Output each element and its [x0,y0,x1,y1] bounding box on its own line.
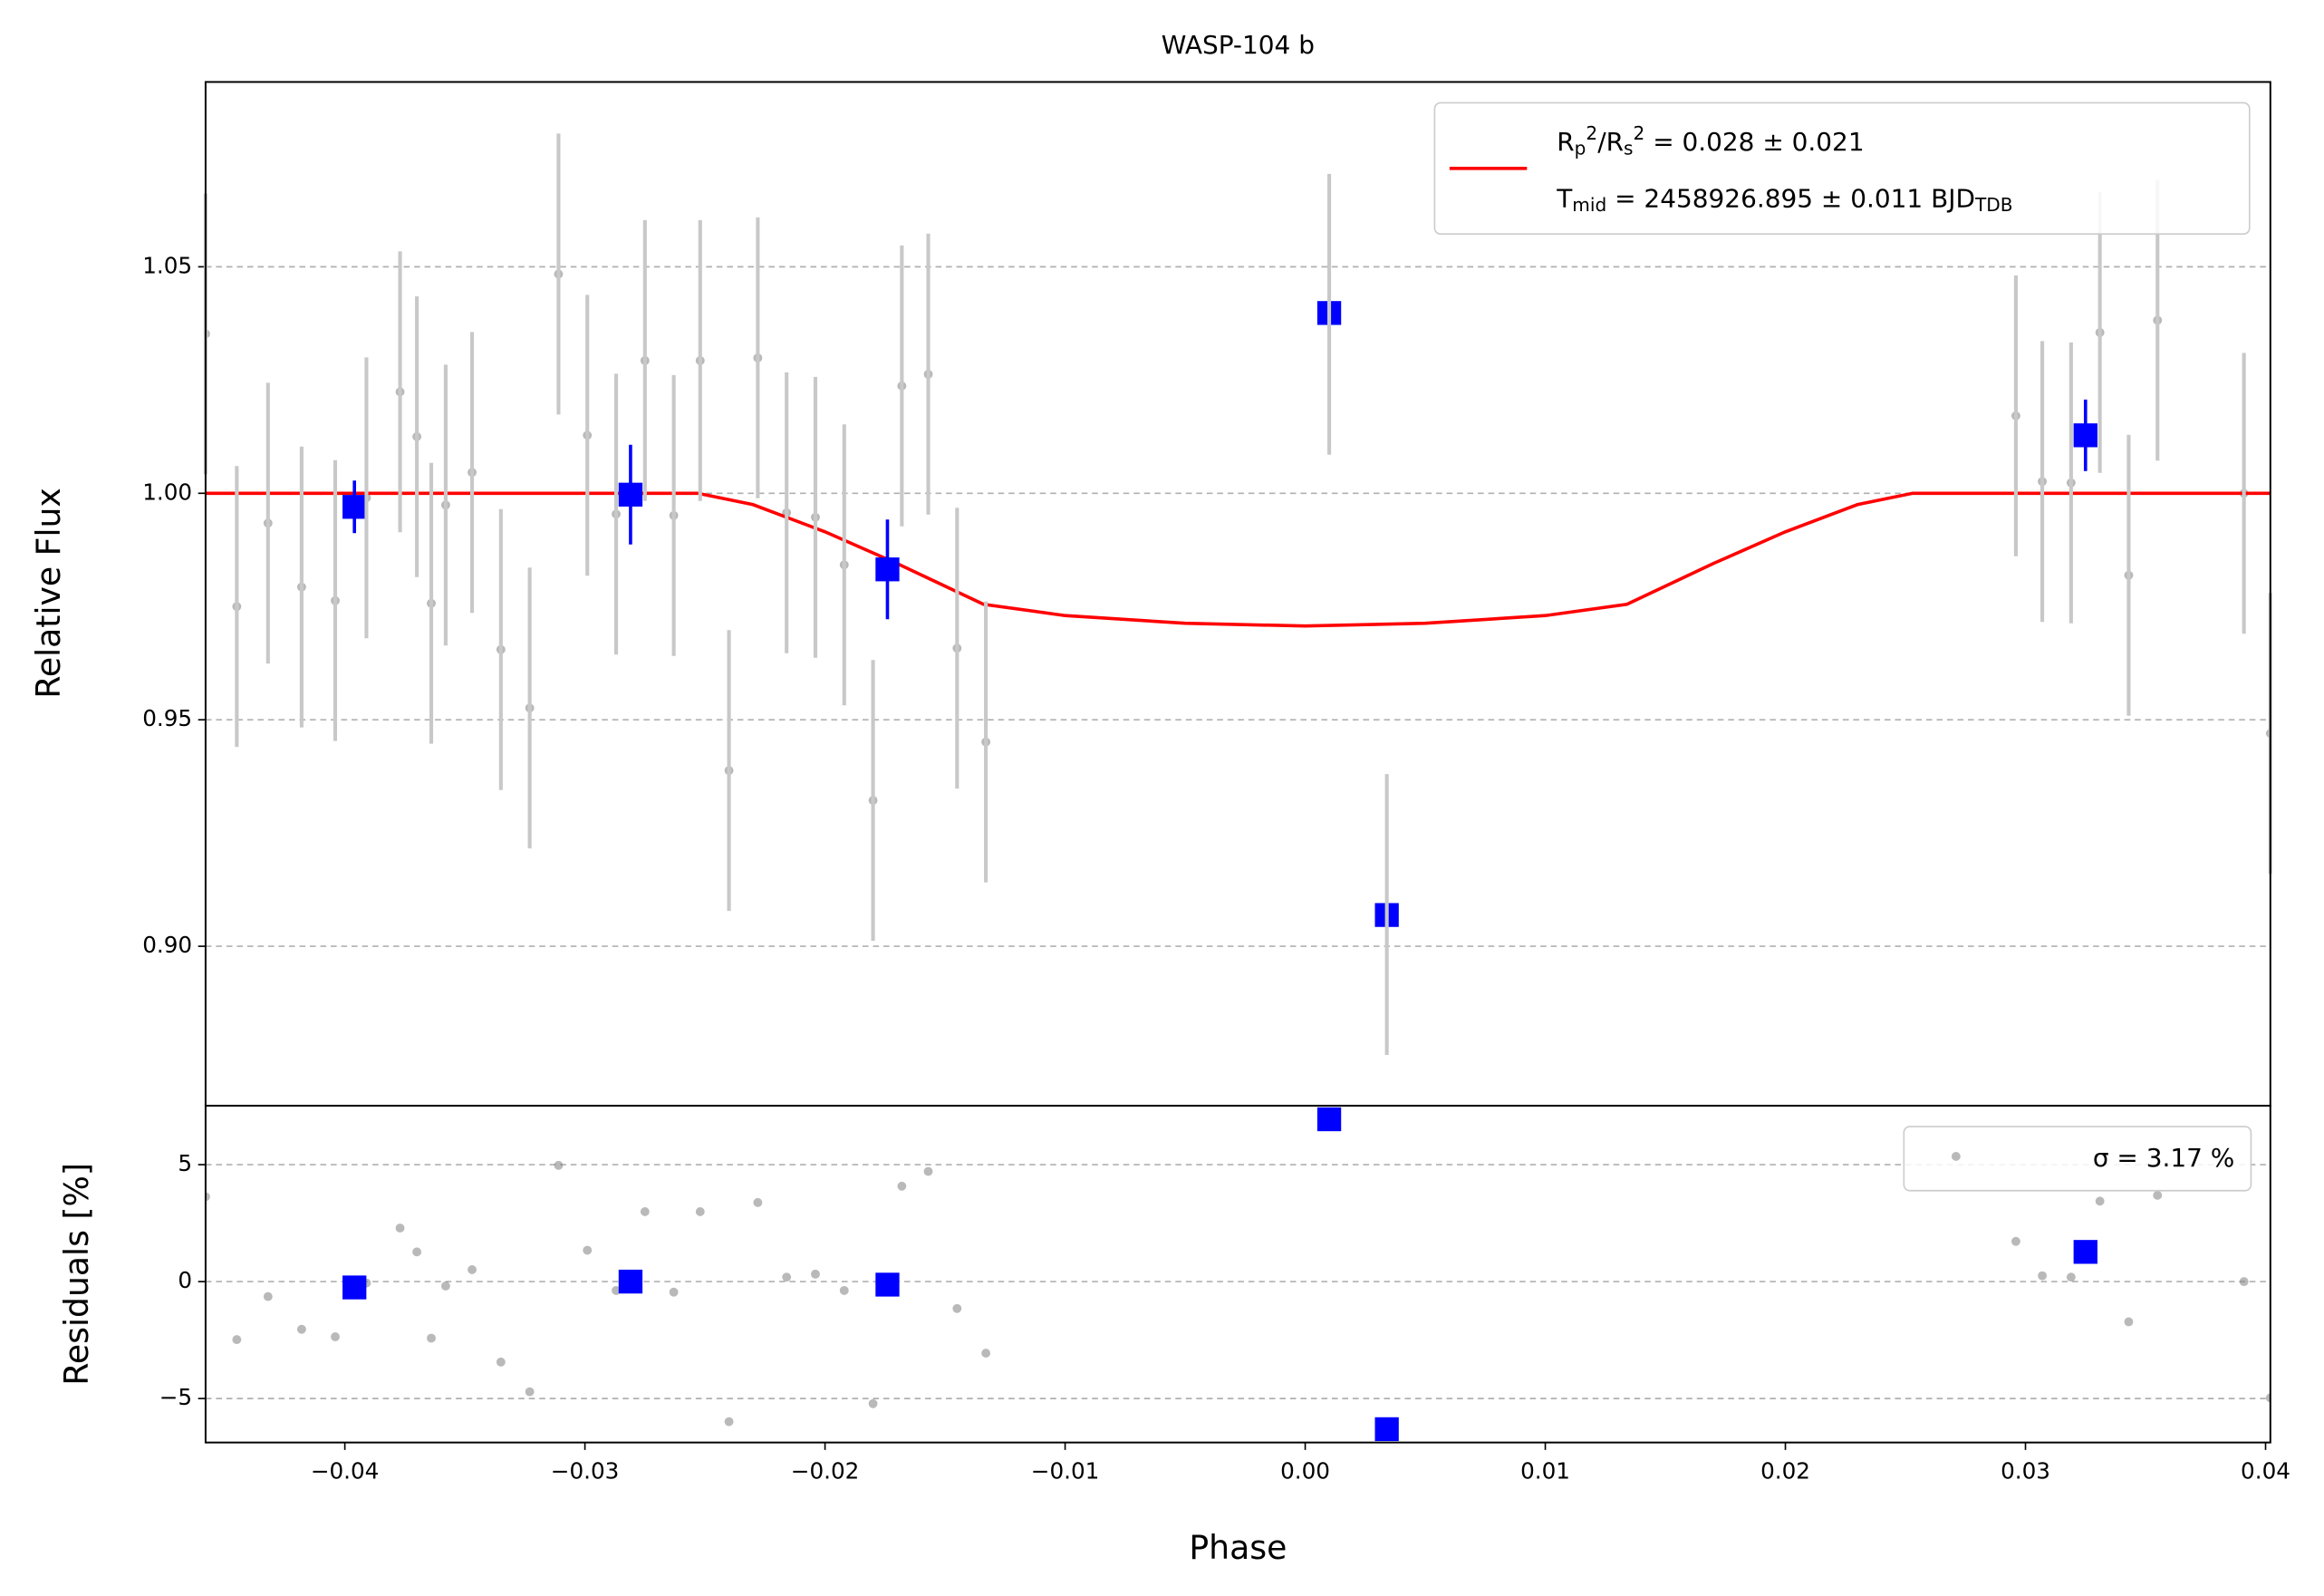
binned-point [1374,1417,1399,1442]
data-point [468,1264,477,1274]
binned-point [618,1269,643,1294]
legend-label: Rp2/Rs2 = 0.028 ± 0.021 [1557,121,1864,158]
x-tick-label: −0.01 [1031,1458,1100,1485]
data-point [782,1272,792,1282]
y-tick-label: 0.90 [142,932,192,958]
legend-box [1903,1126,2252,1192]
data-point [583,1245,593,1255]
x-tick-label: 0.04 [2241,1458,2290,1485]
plot-area [205,1107,2271,1442]
data-point [2239,1277,2249,1287]
data-point [2124,1317,2134,1327]
data-point [427,1333,436,1343]
legend-label: σ = 3.17 % [2093,1143,2235,1173]
axes-frame [204,81,2271,1108]
x-tick-label: 0.03 [2001,1458,2050,1485]
model-line [205,491,2271,628]
data-point [868,1398,878,1408]
data-point [612,1285,621,1295]
chart-title: WASP-104 b [1162,30,1315,60]
data-point [554,1160,564,1170]
binned-point [2073,1240,2097,1264]
data-point [496,1357,506,1367]
data-point [2011,1236,2020,1246]
data-point [296,1324,306,1334]
y-tick-label: 1.00 [142,479,192,505]
legend-swatch [1951,1152,1961,1161]
data-point [640,1206,650,1216]
x-axis-label: Phase [1189,1528,1287,1567]
x-tick-label: −0.04 [311,1458,380,1485]
binned-point [342,1275,367,1300]
data-point [724,1417,734,1427]
data-point [2038,1271,2048,1281]
legend-label: Tmid = 2458926.895 ± 0.011 BJDTDB [1556,183,2012,215]
data-point [263,1291,273,1301]
x-tick-label: −0.02 [791,1458,860,1485]
x-tick-label: −0.03 [551,1458,620,1485]
data-point [897,1181,907,1191]
data-point [2066,1272,2076,1282]
data-point [205,1192,210,1202]
data-point [923,1166,933,1176]
data-point [525,1387,535,1397]
axes-frame [204,1105,2271,1444]
data-point [981,1349,991,1358]
data-point [952,1303,962,1313]
y-tick-label: 0 [178,1267,192,1293]
x-tick-label: 0.00 [1280,1458,1330,1485]
y-tick-label: 0.95 [142,705,192,731]
y-axis-label: Residuals [%] [57,1163,96,1386]
data-point [811,1269,820,1279]
y-tick-label: 1.05 [142,252,192,278]
y-tick-label: −5 [159,1384,192,1410]
data-point [753,1197,763,1207]
data-point [2153,1190,2163,1200]
binned-point [1316,1107,1342,1132]
data-point [331,1332,340,1341]
plot-area [205,269,2271,927]
x-tick-label: 0.01 [1520,1458,1570,1485]
data-point [412,1247,422,1257]
binned-point [875,1272,900,1297]
data-point [669,1287,679,1297]
y-axis-label: Relative Flux [29,488,68,698]
data-point [2095,1196,2105,1206]
data-point [232,1335,242,1345]
x-tick-label: 0.02 [1760,1458,1810,1485]
y-tick-label: 5 [178,1150,192,1176]
data-point [2265,1393,2271,1403]
data-point [440,1282,450,1291]
data-point [395,1224,405,1233]
data-point [695,1206,705,1216]
data-point [839,1285,849,1295]
legend-box [1433,102,2251,235]
